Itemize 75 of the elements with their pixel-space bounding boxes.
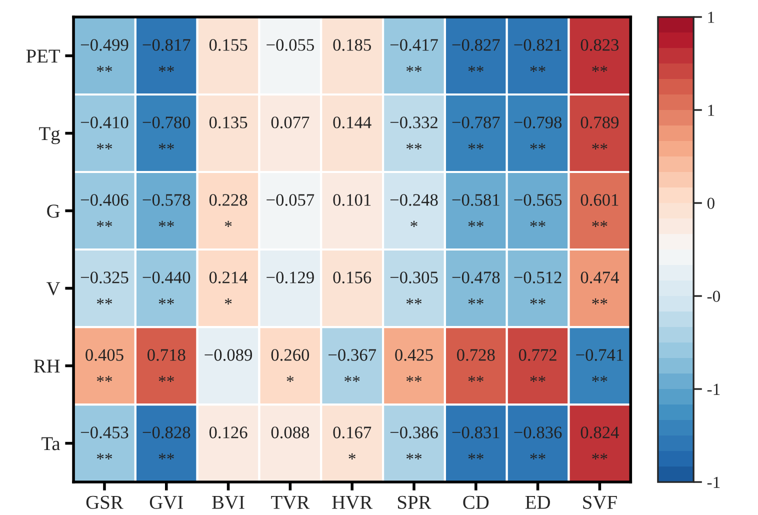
data-label: 0.167 * — [333, 426, 372, 460]
data-label: −0.248 * — [390, 194, 438, 228]
data-label: 0.789 ** — [580, 116, 619, 150]
data-label: −0.057 — [266, 194, 314, 206]
data-label: 0.405 ** — [86, 349, 124, 382]
y-tick-label: PET — [26, 50, 60, 62]
data-label: −0.817 ** — [142, 39, 190, 72]
x-tick-label: HVR — [332, 496, 373, 510]
data-label: −0.417 ** — [390, 39, 438, 72]
data-label: 0.474 ** — [580, 272, 619, 305]
data-label: −0.827 ** — [452, 39, 500, 72]
data-label: 0.214 * — [209, 272, 248, 305]
data-label: 0.728 ** — [457, 349, 495, 382]
y-tick-label: G — [47, 204, 60, 218]
data-label: −0.055 — [266, 39, 314, 51]
y-tick-label: Ta — [42, 437, 60, 450]
x-tick-label: SVF — [583, 496, 617, 510]
data-label: −0.578 ** — [142, 194, 190, 228]
color-bar-label: -1 — [707, 384, 720, 395]
data-label: 0.156 — [333, 272, 372, 284]
data-label: −0.386 ** — [390, 426, 438, 460]
color-bar-label: 1 — [708, 104, 714, 116]
data-label: −0.406 ** — [80, 194, 128, 228]
x-tick-label: TVR — [271, 496, 310, 510]
data-label: −0.798 ** — [514, 116, 562, 150]
data-label: −0.478 ** — [452, 272, 500, 305]
color-bar-label: -1 — [707, 476, 720, 488]
data-label: 0.823 ** — [580, 39, 619, 72]
data-label: −0.828 ** — [142, 426, 190, 460]
data-label: −0.332 ** — [390, 116, 438, 150]
data-label: −0.741 ** — [576, 349, 624, 382]
data-label: 0.185 — [333, 39, 371, 51]
data-label: −0.325 ** — [80, 272, 128, 305]
x-tick-label: GSR — [86, 496, 124, 509]
data-label: −0.581 ** — [452, 194, 500, 228]
data-label: 0.228 * — [209, 194, 248, 228]
x-tick-label: GVI — [150, 496, 183, 510]
data-label: −0.512 ** — [514, 272, 562, 305]
data-label: −0.410 ** — [80, 116, 128, 150]
x-tick-label: CD — [463, 496, 489, 509]
x-tick-label: ED — [525, 496, 550, 509]
y-tick-label: V — [46, 282, 60, 296]
data-label: −0.129 — [266, 272, 314, 284]
data-label: 0.126 — [209, 426, 248, 438]
data-label: −0.821 ** — [514, 39, 562, 72]
data-label: 0.077 — [271, 116, 310, 128]
data-label: −0.305 ** — [390, 272, 438, 305]
color-bar-label: 0 — [707, 198, 714, 209]
data-label: −0.831 ** — [452, 426, 500, 460]
data-label: −0.780 ** — [142, 116, 190, 150]
data-label: 0.601 ** — [580, 194, 618, 228]
data-label: 0.772 ** — [518, 349, 556, 382]
data-label: 0.155 — [209, 39, 248, 51]
data-label: −0.787 ** — [452, 116, 500, 150]
data-label: 0.718 ** — [148, 349, 186, 382]
data-label: 0.425 ** — [395, 349, 433, 382]
data-label: −0.367 ** — [328, 349, 376, 382]
data-label: 0.135 — [209, 116, 248, 128]
data-label: −0.565 ** — [514, 194, 562, 228]
data-label: 0.824 ** — [580, 426, 619, 460]
data-label: −0.499 ** — [80, 39, 128, 72]
data-label: 0.088 — [271, 426, 310, 438]
data-label: −0.440 ** — [142, 272, 190, 305]
y-tick-label: Tg — [39, 127, 60, 144]
data-label: −0.089 — [204, 349, 252, 361]
color-bar-label: -0 — [707, 290, 720, 302]
x-tick-label: SPR — [398, 496, 432, 509]
color-bar-label: 1 — [708, 12, 714, 23]
y-tick-label: RH — [34, 360, 60, 373]
data-label: 0.101 — [333, 194, 371, 206]
data-label: −0.453 ** — [80, 426, 128, 460]
data-label: 0.260 * — [271, 349, 310, 382]
x-tick-label: BVI — [212, 496, 244, 510]
data-label: −0.836 ** — [514, 426, 562, 460]
data-label: 0.144 — [333, 116, 372, 128]
